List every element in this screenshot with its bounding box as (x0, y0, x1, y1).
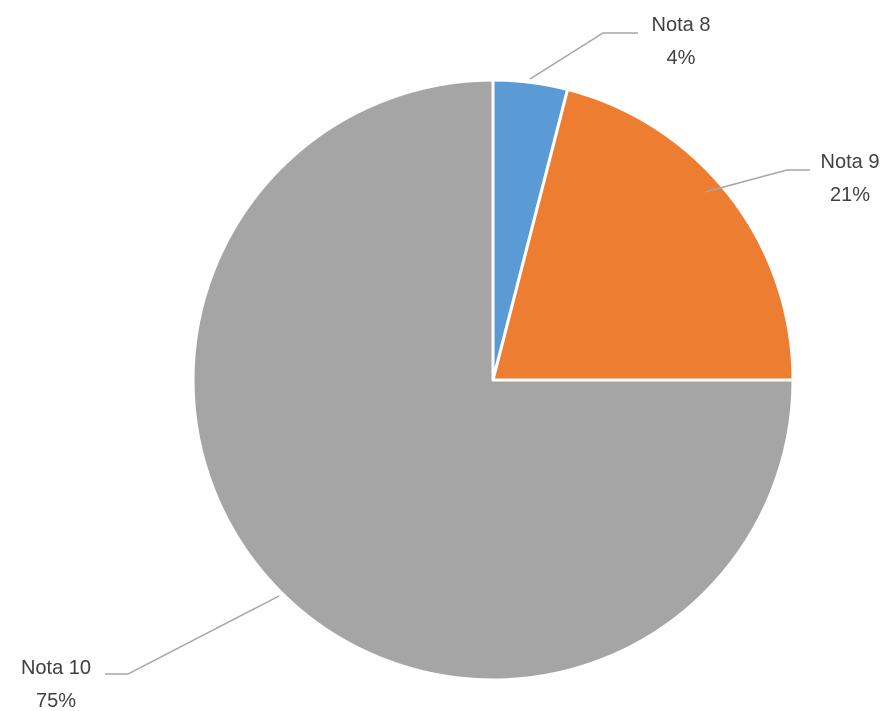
pie-slices (191, 78, 795, 682)
pie-slice-nota-9 (491, 87, 795, 382)
label-group-nota-8: Nota 8 4% (529, 14, 711, 80)
pie-slice-nota-10 (191, 78, 795, 682)
slice-percent-label: 4% (667, 47, 696, 69)
slice-category-label: Nota 9 (821, 151, 880, 173)
leader-line-nota-10 (105, 595, 280, 675)
slice-category-label: Nota 10 (21, 657, 91, 679)
label-group-nota-10: Nota 10 75% (21, 595, 280, 711)
slice-percent-label: 75% (36, 690, 76, 711)
leader-line-nota-9 (704, 169, 810, 193)
leader-line-nota-8 (529, 32, 638, 80)
slice-percent-label: 21% (830, 184, 870, 206)
label-group-nota-9: Nota 9 21% (704, 151, 880, 206)
slice-category-label: Nota 8 (652, 14, 711, 36)
